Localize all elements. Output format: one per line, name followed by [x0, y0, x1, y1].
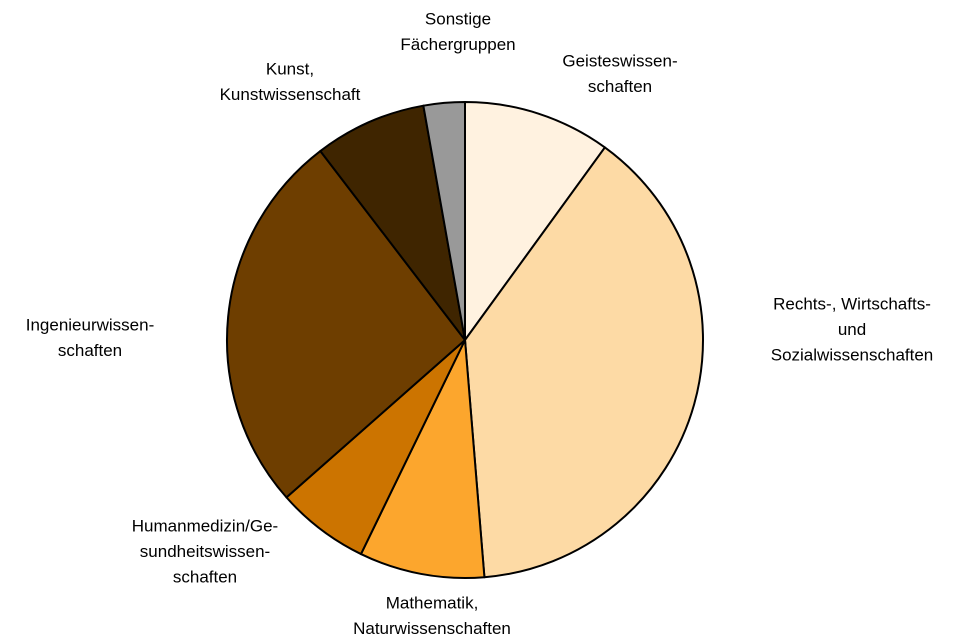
pie-slice — [359, 339, 486, 579]
slice-label: Mathematik, — [386, 593, 479, 612]
pie-slice — [226, 150, 466, 499]
slice-label: Rechts-, Wirtschafts- — [773, 294, 931, 313]
slice-label: Naturwissenschaften — [353, 619, 511, 636]
slice-label: sundheitswissen- — [140, 542, 270, 561]
slice-label: Fächergruppen — [400, 35, 515, 54]
slice-label: Ingenieurwissen- — [26, 315, 155, 334]
slice-label: schaften — [173, 567, 237, 586]
slice-label: Sonstige — [425, 9, 491, 28]
pie-slice — [464, 146, 704, 579]
slice-label: Geisteswissen- — [562, 51, 677, 70]
slice-label: Kunst, — [266, 59, 314, 78]
slice-label: Kunstwissenschaft — [220, 85, 361, 104]
slice-label: Sozialwissenschaften — [771, 345, 934, 364]
slice-label: schaften — [58, 341, 122, 360]
pie-slice — [319, 104, 466, 341]
slice-label: und — [838, 320, 866, 339]
slice-label: Humanmedizin/Ge- — [132, 516, 278, 535]
pie-slice — [464, 101, 606, 341]
slice-label: schaften — [588, 77, 652, 96]
pie-slice — [422, 101, 466, 341]
